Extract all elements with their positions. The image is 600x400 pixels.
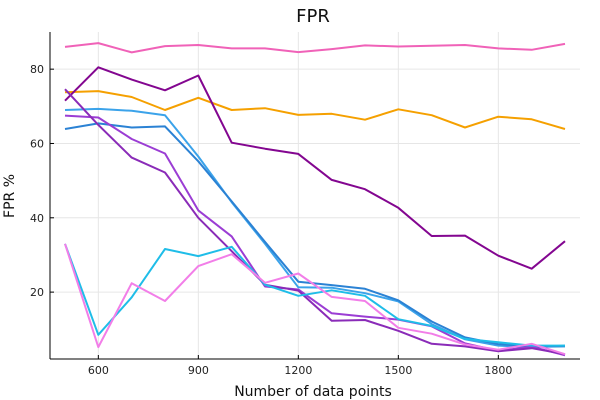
x-tick-label: 1200 bbox=[284, 364, 312, 377]
y-tick-label: 60 bbox=[30, 137, 44, 150]
y-tick-label: 80 bbox=[30, 63, 44, 76]
series-line-8 bbox=[64, 243, 565, 347]
series-line-3 bbox=[64, 66, 566, 270]
series-line-5 bbox=[64, 122, 566, 348]
y-tick-label: 20 bbox=[30, 286, 44, 299]
series-line-1 bbox=[64, 42, 566, 54]
x-tick-label: 600 bbox=[88, 364, 109, 377]
series-line-6 bbox=[64, 114, 566, 357]
grid-lines bbox=[50, 32, 580, 359]
x-axis-label: Number of data points bbox=[234, 384, 392, 400]
x-tick-labels: 600 900 1200 1500 1800 bbox=[88, 355, 512, 377]
axes bbox=[49, 32, 580, 360]
series-line-4 bbox=[64, 107, 566, 349]
x-tick-label: 900 bbox=[188, 364, 209, 377]
chart-title: FPR bbox=[296, 6, 330, 27]
x-tick-label: 1500 bbox=[384, 364, 412, 377]
series-lines bbox=[64, 42, 566, 357]
y-axis-label: FPR % bbox=[2, 174, 18, 218]
series-line-7 bbox=[64, 88, 566, 356]
series-line-9 bbox=[64, 243, 566, 356]
y-tick-label: 40 bbox=[30, 212, 44, 225]
x-tick-label: 1800 bbox=[484, 364, 512, 377]
y-tick-labels: 20 40 60 80 bbox=[30, 63, 54, 299]
series-line-2 bbox=[64, 90, 566, 130]
